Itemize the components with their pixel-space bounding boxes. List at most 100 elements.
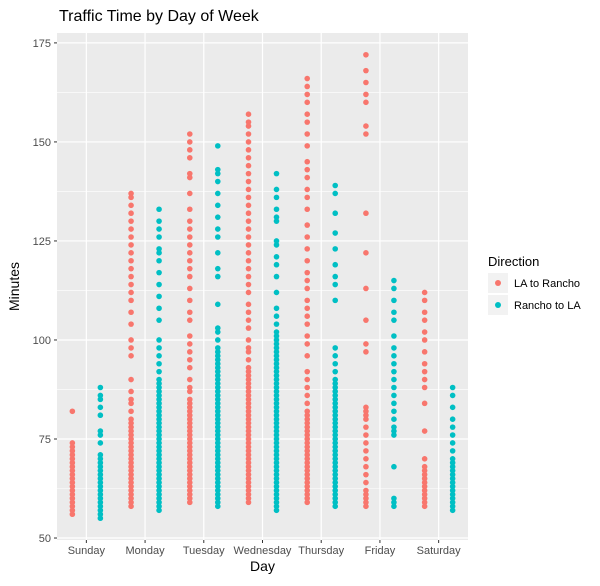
data-point-rancho-to-la-saturday — [449, 404, 456, 411]
data-point-la-to-rancho-thursday — [304, 392, 311, 399]
data-point-rancho-to-la-tuesday — [214, 452, 221, 458]
data-point-la-to-rancho-thursday — [304, 75, 311, 82]
data-point-rancho-to-la-thursday — [332, 273, 339, 280]
data-point-la-to-rancho-tuesday — [186, 388, 193, 395]
data-point-la-to-rancho-monday — [128, 452, 134, 458]
data-point-la-to-rancho-monday — [128, 491, 134, 498]
data-point-la-to-rancho-tuesday — [186, 448, 193, 454]
data-point-rancho-to-la-saturday — [449, 440, 456, 446]
data-point-rancho-to-la-monday — [156, 412, 162, 419]
data-point-la-to-rancho-friday — [363, 250, 369, 256]
data-point-la-to-rancho-sunday — [69, 491, 76, 498]
data-point-la-to-rancho-wednesday — [245, 459, 252, 466]
x-tick-label: Wednesday — [234, 545, 292, 557]
data-point-la-to-rancho-tuesday — [186, 273, 193, 280]
data-point-rancho-to-la-monday — [156, 380, 162, 387]
data-point-rancho-to-la-tuesday — [214, 356, 221, 363]
data-point-la-to-rancho-thursday — [304, 305, 311, 312]
data-point-la-to-rancho-friday — [363, 479, 369, 486]
data-point-la-to-rancho-tuesday — [186, 131, 193, 137]
data-point-la-to-rancho-thursday — [304, 432, 311, 438]
data-point-la-to-rancho-tuesday — [186, 190, 193, 197]
data-point-rancho-to-la-wednesday — [273, 444, 280, 450]
y-tick-label: 100 — [33, 335, 51, 347]
data-point-la-to-rancho-friday — [363, 456, 369, 462]
data-point-rancho-to-la-tuesday — [214, 495, 221, 502]
data-point-la-to-rancho-sunday — [69, 503, 76, 510]
y-tick-label: 175 — [33, 38, 51, 50]
data-point-rancho-to-la-sunday — [97, 463, 104, 470]
y-axis-title: Minutes — [6, 262, 22, 311]
data-point-rancho-to-la-saturday — [449, 392, 456, 399]
data-point-la-to-rancho-tuesday — [186, 495, 193, 502]
data-point-rancho-to-la-wednesday — [273, 333, 280, 339]
data-point-rancho-to-la-saturday — [449, 507, 456, 514]
data-point-la-to-rancho-tuesday — [186, 218, 193, 224]
data-point-rancho-to-la-wednesday — [273, 463, 280, 470]
data-point-la-to-rancho-wednesday — [245, 404, 252, 411]
data-point-rancho-to-la-monday — [156, 467, 162, 474]
data-point-rancho-to-la-tuesday — [214, 463, 221, 470]
data-point-rancho-to-la-thursday — [332, 281, 339, 288]
data-point-la-to-rancho-thursday — [304, 246, 311, 252]
data-point-la-to-rancho-thursday — [304, 475, 311, 482]
data-point-la-to-rancho-wednesday — [245, 186, 252, 193]
data-point-la-to-rancho-saturday — [421, 400, 428, 407]
data-point-la-to-rancho-wednesday — [245, 372, 252, 379]
data-point-rancho-to-la-tuesday — [214, 360, 221, 367]
data-point-rancho-to-la-friday — [391, 297, 397, 304]
data-point-rancho-to-la-monday — [156, 424, 162, 430]
data-point-rancho-to-la-wednesday — [273, 313, 280, 320]
data-point-la-to-rancho-thursday — [304, 174, 311, 181]
data-point-rancho-to-la-thursday — [332, 503, 339, 510]
data-point-la-to-rancho-tuesday — [186, 147, 193, 153]
data-point-la-to-rancho-thursday — [304, 99, 311, 106]
data-point-rancho-to-la-friday — [391, 416, 397, 422]
data-point-rancho-to-la-friday — [391, 345, 397, 351]
data-point-la-to-rancho-sunday — [69, 499, 76, 506]
data-point-rancho-to-la-monday — [156, 360, 162, 367]
data-point-rancho-to-la-sunday — [97, 503, 104, 510]
data-point-rancho-to-la-saturday — [449, 416, 456, 422]
data-point-rancho-to-la-wednesday — [273, 503, 280, 510]
data-point-rancho-to-la-wednesday — [273, 356, 280, 363]
data-point-la-to-rancho-friday — [363, 131, 369, 137]
data-point-rancho-to-la-tuesday — [214, 329, 221, 335]
data-point-la-to-rancho-friday — [363, 424, 369, 430]
data-point-la-to-rancho-sunday — [69, 507, 76, 514]
data-point-la-to-rancho-saturday — [421, 428, 428, 434]
data-point-la-to-rancho-saturday — [421, 487, 428, 494]
data-point-la-to-rancho-wednesday — [245, 499, 252, 506]
data-point-la-to-rancho-wednesday — [245, 416, 252, 422]
data-point-rancho-to-la-tuesday — [214, 380, 221, 387]
data-point-rancho-to-la-tuesday — [214, 436, 221, 442]
data-point-la-to-rancho-friday — [363, 349, 369, 355]
data-point-la-to-rancho-thursday — [304, 234, 311, 240]
data-point-rancho-to-la-monday — [156, 376, 162, 383]
data-point-la-to-rancho-tuesday — [186, 436, 193, 442]
data-point-rancho-to-la-thursday — [332, 360, 339, 367]
data-point-la-to-rancho-tuesday — [186, 444, 193, 450]
data-point-rancho-to-la-wednesday — [273, 289, 280, 296]
data-point-la-to-rancho-sunday — [69, 452, 76, 458]
data-point-la-to-rancho-monday — [128, 297, 134, 304]
data-point-rancho-to-la-thursday — [332, 495, 339, 502]
data-point-la-to-rancho-tuesday — [186, 475, 193, 482]
data-point-la-to-rancho-wednesday — [245, 154, 252, 161]
data-point-la-to-rancho-tuesday — [186, 396, 193, 403]
data-point-la-to-rancho-monday — [128, 289, 134, 296]
data-point-la-to-rancho-wednesday — [245, 392, 252, 399]
data-point-la-to-rancho-tuesday — [186, 341, 193, 347]
data-point-rancho-to-la-saturday — [449, 467, 456, 474]
data-point-rancho-to-la-thursday — [332, 456, 339, 462]
data-point-rancho-to-la-friday — [391, 368, 397, 375]
data-point-la-to-rancho-wednesday — [245, 111, 252, 117]
data-point-la-to-rancho-friday — [363, 341, 369, 347]
data-point-la-to-rancho-monday — [128, 226, 134, 232]
data-point-rancho-to-la-tuesday — [214, 456, 221, 462]
data-point-la-to-rancho-tuesday — [186, 420, 193, 426]
data-point-rancho-to-la-friday — [391, 408, 397, 415]
data-point-rancho-to-la-wednesday — [273, 349, 280, 355]
data-point-la-to-rancho-sunday — [69, 487, 76, 494]
data-point-rancho-to-la-thursday — [332, 210, 339, 217]
